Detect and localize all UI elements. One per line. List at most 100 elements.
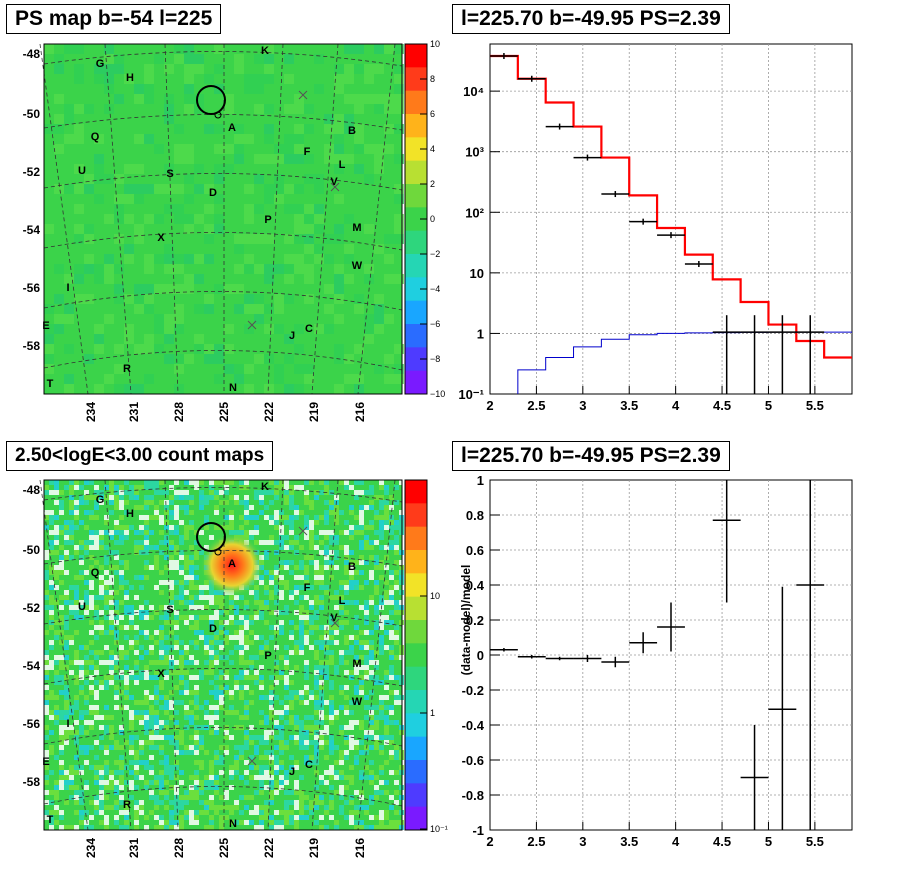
spectrum-y-tick-label: 10² bbox=[465, 205, 484, 220]
map-letter-label: U bbox=[78, 165, 86, 177]
residual-y-tick-label: 0.8 bbox=[466, 508, 484, 523]
map-cross-marker bbox=[247, 320, 257, 330]
count-map-frame bbox=[43, 479, 403, 831]
map-letter-label: D bbox=[209, 187, 217, 199]
spectrum-y-tick-label: 10³ bbox=[465, 145, 484, 160]
map-letter-label: G bbox=[96, 58, 105, 70]
ps-colorbar-tick: −8 bbox=[430, 354, 440, 364]
map-x-tick-label: 234 bbox=[84, 402, 98, 422]
map-letter-label: H bbox=[126, 72, 134, 84]
map-x-tick-label: 219 bbox=[307, 838, 321, 858]
map-letter-label: D bbox=[209, 623, 217, 635]
map-letter-label: C bbox=[305, 759, 313, 771]
spectrum-title: l=225.70 b=-49.95 PS=2.39 bbox=[452, 4, 730, 34]
count-map-panel: K G H A B Q F L U S V D P M X W I CJ E R N T bbox=[39, 479, 404, 831]
residual-grid bbox=[490, 480, 852, 830]
map-cross-marker bbox=[247, 756, 257, 766]
residual-y-tick-label: -0.2 bbox=[462, 683, 484, 698]
map-x-tick-label: 216 bbox=[353, 838, 367, 858]
map-y-tick-label: -56 bbox=[23, 717, 41, 731]
map-letter-label: J bbox=[289, 330, 295, 342]
spectrum-data-point bbox=[657, 232, 685, 239]
map-x-tick-label: 231 bbox=[127, 402, 141, 422]
map-letter-label: W bbox=[352, 260, 363, 272]
map-letter-label: K bbox=[261, 481, 269, 493]
residual-title: l=225.70 b=-49.95 PS=2.39 bbox=[452, 441, 730, 471]
map-x-tick-label: 219 bbox=[307, 402, 321, 422]
map-cross-marker bbox=[298, 90, 308, 100]
map-x-tick-label: 231 bbox=[127, 838, 141, 858]
residual-x-tick-label: 5.5 bbox=[806, 834, 824, 849]
residual-y-tick-label: -0.8 bbox=[462, 788, 484, 803]
map-letter-label: I bbox=[66, 282, 69, 294]
map-letter-label: S bbox=[166, 168, 173, 180]
residual-data-point bbox=[490, 648, 518, 652]
map-letter-label: T bbox=[47, 378, 54, 390]
ps-map-colorbar: 10 8 6 4 2 0 −2 −4 −6 −8 −10 bbox=[404, 39, 445, 399]
map-letter-label: H bbox=[126, 508, 134, 520]
residual-x-tick-label: 3 bbox=[579, 834, 586, 849]
map-cross-marker bbox=[298, 526, 308, 536]
map-letter-label: E bbox=[42, 320, 49, 332]
ps-colorbar-tick: 8 bbox=[430, 74, 435, 84]
map-letter-label: P bbox=[264, 214, 271, 226]
spectrum-data-point bbox=[684, 261, 713, 268]
residual-x-tick-label: 2.5 bbox=[527, 834, 545, 849]
ps-colorbar-tick: 10 bbox=[430, 39, 440, 49]
residual-data-point bbox=[545, 656, 574, 661]
residual-x-tick-label: 4 bbox=[672, 834, 680, 849]
map-letter-label: R bbox=[123, 363, 131, 375]
spectrum-data-point bbox=[490, 53, 518, 60]
spectrum-axes: 2 2.5 3 3.5 4 4.5 5 5.5 10⁻¹ 1 10 10² 10³ 10⁴ bbox=[458, 84, 824, 413]
residual-content bbox=[490, 480, 825, 830]
residual-y-tick-label: -0.4 bbox=[462, 718, 485, 733]
map-letter-label: U bbox=[78, 601, 86, 613]
map-y-tick-label: -58 bbox=[23, 339, 41, 353]
map-letter-label: F bbox=[304, 146, 311, 158]
map-y-tick-label: -52 bbox=[23, 601, 41, 615]
map-y-tick-label: -52 bbox=[23, 165, 41, 179]
map-letter-label: N bbox=[229, 818, 237, 830]
map-letter-label: Q bbox=[91, 131, 100, 143]
residual-x-tick-label: 2 bbox=[486, 834, 493, 849]
ps-map-frame bbox=[43, 43, 403, 395]
ps-map-circle-marker bbox=[196, 85, 226, 115]
residual-data-point bbox=[629, 632, 658, 654]
spectrum-y-tick-label: 1 bbox=[477, 326, 484, 341]
map-x-tick-label: 225 bbox=[217, 838, 231, 858]
map-letter-label: V bbox=[330, 176, 338, 188]
map-letter-label: I bbox=[66, 718, 69, 730]
count-map-letter-labels: K G H A B Q F L U S V D P M X W I CJ E R N T bbox=[42, 481, 362, 830]
map-letter-label: M bbox=[352, 222, 361, 234]
spectrum-content bbox=[490, 53, 852, 394]
map-letter-label: L bbox=[339, 159, 346, 171]
map-y-tick-label: -56 bbox=[23, 281, 41, 295]
residual-y-tick-label: 0 bbox=[477, 648, 484, 663]
map-letter-label: V bbox=[330, 612, 338, 624]
count-map-hotspot bbox=[200, 533, 264, 597]
count-map-circle-marker bbox=[196, 522, 226, 552]
residual-panel: 2 2.5 3 3.5 4 4.5 5 5.5 -1 -0.8 -0.6 -0.4 -0.2 0 0.2 0.… bbox=[459, 473, 853, 849]
ps-map-letter-labels: K G H A B Q F L U S V D P M X W I CJ E R N T bbox=[42, 45, 362, 394]
spectrum-data-point bbox=[517, 75, 546, 82]
map-letter-label: J bbox=[289, 766, 295, 778]
residual-data-point bbox=[573, 655, 602, 662]
map-y-tick-label: -48 bbox=[23, 47, 41, 61]
ps-map-gridlines bbox=[39, 43, 403, 395]
spectrum-panel: 2 2.5 3 3.5 4 4.5 5 5.5 10⁻¹ 1 10 10² 10³ 10⁴ bbox=[458, 43, 853, 413]
spectrum-y-tick-label: 10⁴ bbox=[463, 84, 484, 99]
map-letter-label: C bbox=[305, 323, 313, 335]
map-x-tick-label: 228 bbox=[172, 402, 186, 422]
map-letter-label: A bbox=[228, 558, 236, 570]
map-cross-marker bbox=[330, 618, 340, 628]
ps-map-small-circle bbox=[214, 111, 222, 119]
map-letter-label: P bbox=[264, 650, 271, 662]
ps-colorbar-tick: 4 bbox=[430, 144, 435, 154]
map-x-tick-label: 222 bbox=[262, 838, 276, 858]
residual-data-point bbox=[768, 586, 797, 830]
map-letter-label: B bbox=[348, 561, 356, 573]
spectrum-x-tick-label: 2 bbox=[486, 398, 493, 413]
residual-data-point bbox=[712, 480, 741, 603]
spectrum-data-point bbox=[573, 154, 602, 161]
residual-data-point bbox=[796, 480, 825, 830]
